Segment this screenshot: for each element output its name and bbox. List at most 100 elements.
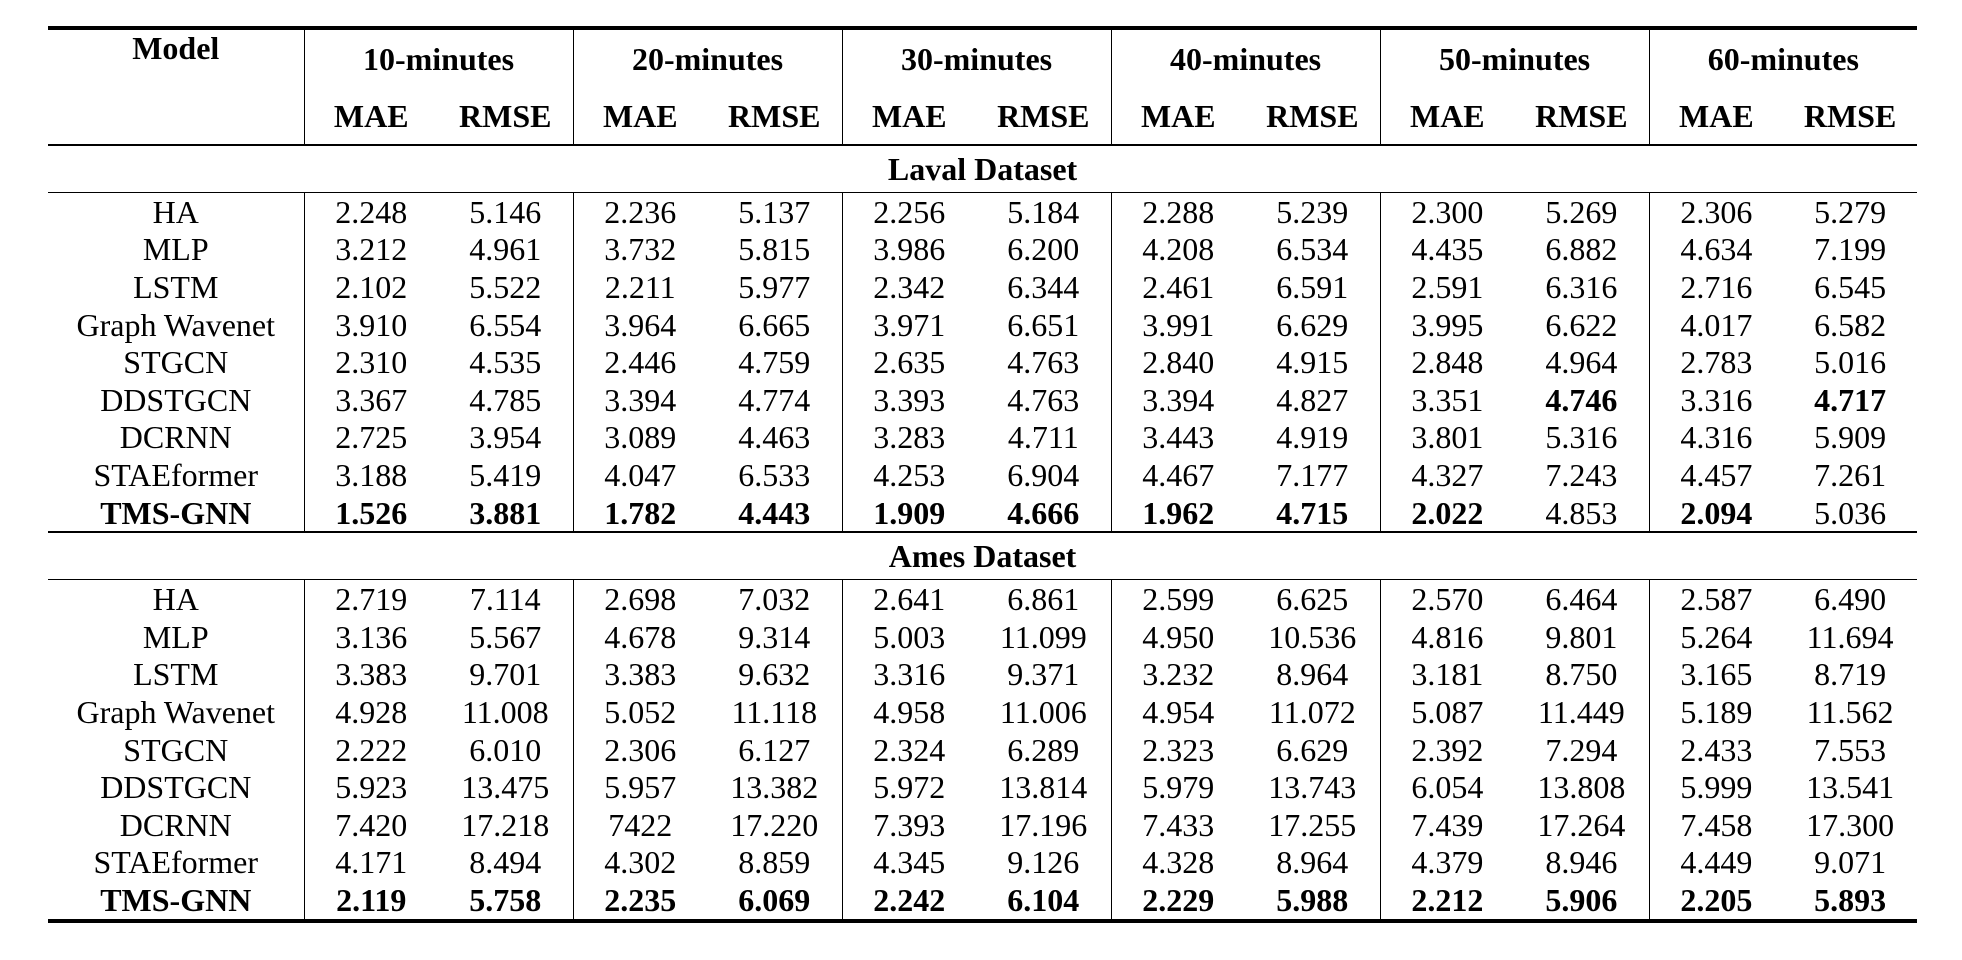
mae-value-cell: 3.367 <box>303 380 438 419</box>
group-header-label: 10-minutes <box>362 40 515 77</box>
table-row: DCRNN 2.725 3.954 3.089 4.463 3.283 4.711 3.443… <box>48 418 1917 457</box>
mae-value-cell: 7422 <box>572 805 708 844</box>
mae-value-cell: 4.017 <box>1648 305 1784 344</box>
metric-header: RMSE <box>1245 88 1381 146</box>
mae-value-cell: 4.816 <box>1379 617 1515 656</box>
rmse-value-cell: 4.919 <box>1276 419 1349 456</box>
group-header: 50-minutes <box>1379 26 1650 88</box>
mae-value-cell: 2.256 <box>841 192 977 231</box>
mae-value-cell: 3.089 <box>572 418 708 457</box>
mae-value-cell: 4.345 <box>841 843 977 882</box>
mae-value-cell: 2.094 <box>1648 493 1784 533</box>
rmse-value-cell: 4.535 <box>469 344 542 381</box>
rmse-value-cell: 8.946 <box>1545 844 1618 881</box>
rmse-value-cell: 4.746 <box>1545 381 1618 418</box>
rmse-value-cell: 4.666 <box>1007 494 1080 531</box>
table-row: STAEformer 3.188 5.419 4.047 6.533 4.253 6.904… <box>48 456 1917 494</box>
metric-header: MAE <box>1110 88 1246 146</box>
mae-value-cell: 5.999 <box>1648 768 1784 806</box>
rmse-value-cell: 6.625 <box>1276 581 1349 618</box>
model-name-cell: LSTM <box>133 268 219 305</box>
rmse-value-cell: 4.961 <box>469 231 542 268</box>
rmse-value-cell: 6.464 <box>1545 581 1618 618</box>
mae-value-cell: 4.928 <box>303 693 438 731</box>
rmse-value-cell: 9.371 <box>1007 656 1080 693</box>
rmse-value-cell: 7.243 <box>1545 456 1618 493</box>
rmse-value-cell: 4.763 <box>1007 381 1080 418</box>
rmse-value-cell: 6.554 <box>469 306 542 343</box>
mae-value-cell: 4.449 <box>1648 843 1784 882</box>
rmse-value-cell: 8.719 <box>1814 656 1887 693</box>
mae-value-cell: 2.446 <box>572 343 708 381</box>
mae-value-cell: 4.950 <box>1110 617 1246 656</box>
rmse-value-cell: 11.449 <box>1537 693 1625 730</box>
model-name-cell: DCRNN <box>119 806 232 843</box>
mae-value-cell: 3.986 <box>841 230 977 269</box>
rmse-value-cell: 13.808 <box>1537 769 1626 806</box>
rmse-value-cell: 6.629 <box>1276 731 1349 768</box>
rmse-value-cell: 4.715 <box>1276 494 1349 531</box>
mae-value-cell: 4.379 <box>1379 843 1515 882</box>
metric-header: RMSE <box>1514 88 1650 146</box>
rmse-value-cell: 4.827 <box>1276 381 1349 418</box>
section-title: Ames Dataset <box>48 531 1918 581</box>
mae-value-cell: 2.324 <box>841 730 977 769</box>
model-name-cell: HA <box>152 193 199 230</box>
mae-value-cell: 1.962 <box>1110 493 1246 533</box>
group-header-label: 60-minutes <box>1707 40 1859 77</box>
table-row: Graph Wavenet 3.910 6.554 3.964 6.665 3.971 6.… <box>48 305 1917 344</box>
metric-header: RMSE <box>707 88 843 146</box>
rmse-value-cell: 4.785 <box>469 381 542 418</box>
header-row-metrics: MAE RMSE MAE RMSE MAE RMSE MAE RMSE MAE … <box>48 88 1918 146</box>
mae-value-cell: 5.923 <box>303 768 438 806</box>
mae-value-cell: 6.054 <box>1379 768 1515 806</box>
mae-value-cell: 2.205 <box>1648 881 1784 923</box>
mae-value-cell: 2.242 <box>841 881 977 923</box>
rmse-value-cell: 5.906 <box>1514 881 1650 923</box>
rmse-value-cell: 8.494 <box>469 844 542 881</box>
rmse-value-cell: 4.915 <box>1276 344 1349 381</box>
rmse-value-cell: 6.104 <box>976 881 1112 923</box>
table-row: MLP 3.136 5.567 4.678 9.314 5.003 11.099 4.950 1… <box>48 617 1917 656</box>
rmse-value-cell: 7.032 <box>738 581 811 618</box>
mae-value-cell: 3.995 <box>1379 305 1515 344</box>
mae-value-cell: 5.189 <box>1648 693 1784 731</box>
mae-value-cell: 2.212 <box>1379 881 1515 923</box>
mae-value-cell: 5.979 <box>1110 768 1246 806</box>
mae-value-cell: 3.212 <box>303 230 438 269</box>
table-row: TMS-GNN 1.526 3.881 1.782 4.443 1.909 4.666 1.9… <box>48 493 1917 533</box>
rmse-value-cell: 7.553 <box>1814 731 1887 768</box>
mae-value-cell: 2.635 <box>841 343 977 381</box>
rmse-value-cell: 3.954 <box>469 419 542 456</box>
rmse-value-cell: 6.665 <box>738 306 811 343</box>
mae-value-cell: 4.302 <box>572 843 708 882</box>
mae-value-cell: 3.181 <box>1379 655 1515 694</box>
rmse-value-cell: 5.016 <box>1814 344 1887 381</box>
rmse-value-cell: 6.629 <box>1276 306 1349 343</box>
table-row: HA 2.248 5.146 2.236 5.137 2.256 5.184 2.288 5.2… <box>48 192 1917 231</box>
model-name-cell: TMS-GNN <box>100 494 252 531</box>
table-row: LSTM 3.383 9.701 3.383 9.632 3.316 9.371 3.232 8… <box>48 655 1917 694</box>
rmse-value-cell: 5.419 <box>469 456 542 493</box>
mae-value-cell: 2.587 <box>1648 579 1784 618</box>
mae-value-cell: 5.957 <box>572 768 708 806</box>
rmse-value-cell: 6.591 <box>1276 268 1349 305</box>
table-row: HA 2.719 7.114 2.698 7.032 2.641 6.861 2.599 6.6… <box>48 579 1917 618</box>
mae-value-cell: 4.328 <box>1110 843 1246 882</box>
mae-value-cell: 4.678 <box>572 617 708 656</box>
mae-value-cell: 3.316 <box>841 655 977 694</box>
mae-value-cell: 7.393 <box>841 805 977 844</box>
mae-value-cell: 4.171 <box>303 843 438 882</box>
rmse-value-cell: 6.069 <box>707 881 843 923</box>
mae-value-cell: 2.288 <box>1110 192 1246 231</box>
model-name-cell: DDSTGCN <box>100 769 252 806</box>
mae-value-cell: 2.570 <box>1379 579 1515 618</box>
rmse-value-cell: 5.239 <box>1276 193 1349 230</box>
rmse-value-cell: 6.651 <box>1007 306 1080 343</box>
mae-value-cell: 3.383 <box>303 655 438 694</box>
table-header: Model 10-minutes 20-minutes 30-minutes 4… <box>48 26 1918 146</box>
mae-value-cell: 2.310 <box>303 343 438 381</box>
rmse-value-cell: 5.036 <box>1814 494 1887 531</box>
model-name-cell: LSTM <box>133 656 219 693</box>
rmse-value-cell: 3.881 <box>469 494 542 531</box>
